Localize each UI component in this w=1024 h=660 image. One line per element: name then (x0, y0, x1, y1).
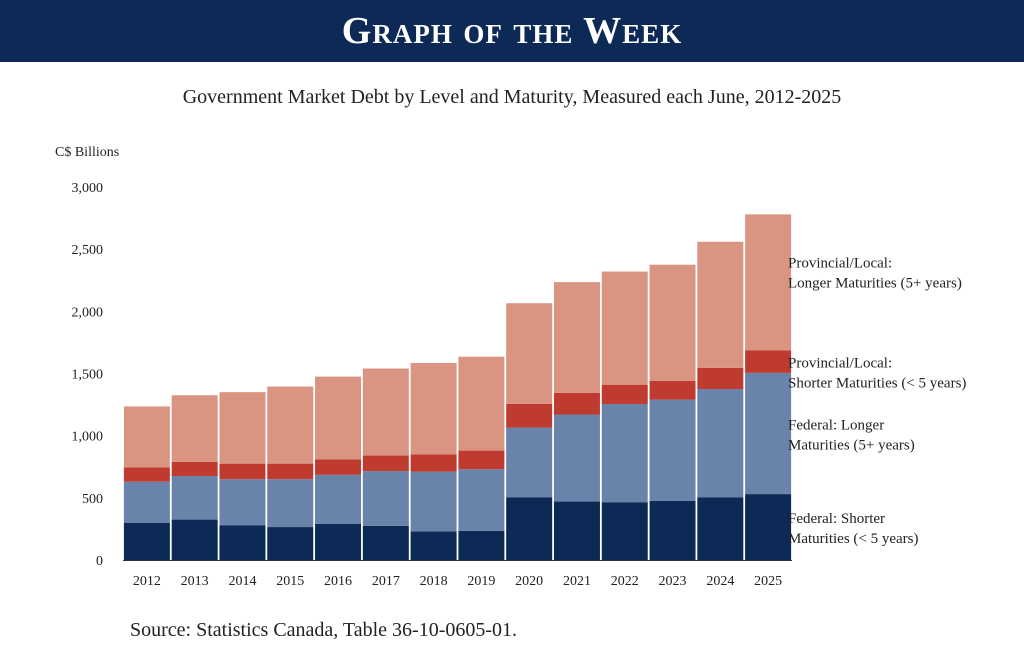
bar-segment (745, 494, 792, 560)
y-tick-label: 3,000 (72, 181, 104, 196)
bar-segment (601, 271, 648, 385)
x-tick-label: 2021 (563, 574, 591, 589)
bar-segment (458, 356, 505, 451)
y-tick-label: 2,500 (72, 243, 104, 258)
axis-layer: C$ Billions 0 500 1,000 1,500 2,000 2,500 3,000… (55, 145, 792, 589)
bar-segment (362, 525, 409, 560)
bar-segment (362, 471, 409, 526)
bar-segment (315, 523, 362, 560)
bar-segment (219, 525, 266, 560)
x-tick-label: 2024 (706, 574, 734, 589)
legend-label-line: Federal: Shorter (788, 511, 885, 527)
chart-title: Government Market Debt by Level and Matu… (182, 86, 842, 108)
bar-segment (315, 376, 362, 460)
bar-segment (171, 461, 218, 477)
bars-layer (123, 214, 792, 560)
bar-segment (601, 384, 648, 404)
bar-segment (123, 406, 170, 468)
bar-segment (506, 303, 553, 404)
x-tick-label: 2020 (515, 574, 543, 589)
bar-segment (267, 527, 314, 560)
x-tick-label: 2025 (754, 574, 782, 589)
bar-segment (506, 403, 553, 428)
bar-segment (362, 455, 409, 472)
legend-label-line: Federal: Longer (788, 417, 884, 433)
legend-label-line: Shorter Maturities (< 5 years) (788, 376, 966, 392)
bar-segment (219, 392, 266, 464)
x-tick-label: 2015 (276, 574, 304, 589)
bar-segment (267, 463, 314, 480)
bar-segment (697, 367, 744, 390)
legend-label-line: Longer Maturities (5+ years) (788, 276, 962, 292)
bar-segment (267, 479, 314, 528)
bar-segment (171, 395, 218, 462)
bar-segment (219, 479, 266, 526)
bar-segment (410, 362, 457, 455)
bar-segment (649, 380, 696, 400)
bar-segment (410, 531, 457, 560)
legend-entry: Federal: Shorter Maturities (< 5 years) (788, 511, 919, 547)
banner-title: Graph of the Week (341, 10, 683, 52)
bar-segment (171, 476, 218, 520)
x-tick-label: 2023 (659, 574, 687, 589)
legend-label-line: Maturities (< 5 years) (788, 531, 919, 547)
bar-segment (649, 264, 696, 381)
bar-segment (601, 403, 648, 503)
bar-segment (123, 467, 170, 482)
y-tick-label: 0 (96, 554, 103, 569)
bar-segment (410, 454, 457, 472)
bar-segment (697, 497, 744, 560)
y-axis-label: C$ Billions (55, 145, 119, 160)
x-tick-label: 2016 (324, 574, 352, 589)
legend-label-line: Maturities (5+ years) (788, 437, 915, 453)
bar-segment (267, 386, 314, 464)
bar-segment (315, 474, 362, 524)
bar-segment (697, 241, 744, 368)
y-tick-label: 1,000 (72, 430, 104, 445)
legend-entry: Federal: Longer Maturities (5+ years) (788, 417, 915, 453)
bar-segment (171, 519, 218, 560)
y-tick-label: 2,000 (72, 305, 104, 320)
bar-segment (410, 471, 457, 532)
legend-label-line: Provincial/Local: (788, 256, 892, 272)
y-tick-label: 500 (82, 492, 103, 507)
bar-segment (123, 481, 170, 523)
x-tick-label: 2017 (372, 574, 400, 589)
bar-segment (123, 522, 170, 560)
bar-segment (745, 350, 792, 373)
bar-segment (649, 399, 696, 501)
x-tick-label: 2012 (133, 574, 161, 589)
bar-segment (553, 392, 600, 415)
legend-entry: Provincial/Local: Shorter Maturities (< 5… (788, 356, 966, 392)
bar-segment (506, 427, 553, 498)
bar-segment (553, 282, 600, 393)
x-tick-label: 2022 (611, 574, 639, 589)
bar-segment (458, 469, 505, 531)
legend-entry: Provincial/Local: Longer Maturities (5+ y… (788, 256, 962, 292)
bar-segment (219, 463, 266, 480)
bar-segment (553, 414, 600, 502)
x-tick-label: 2019 (467, 574, 495, 589)
x-tick-label: 2013 (181, 574, 209, 589)
stacked-bar-chart: C$ Billions 0 500 1,000 1,500 2,000 2,500 3,000… (55, 145, 966, 589)
source-note: Source: Statistics Canada, Table 36-10-0… (130, 619, 518, 641)
x-tick-label: 2014 (228, 574, 256, 589)
bar-segment (362, 368, 409, 456)
x-tick-label: 2018 (420, 574, 448, 589)
bar-segment (697, 389, 744, 498)
bar-segment (458, 530, 505, 560)
bar-segment (649, 500, 696, 560)
bar-segment (601, 502, 648, 560)
bar-segment (315, 459, 362, 475)
legend-label-line: Provincial/Local: (788, 356, 892, 372)
bar-segment (553, 501, 600, 560)
y-tick-label: 1,500 (72, 368, 104, 383)
bar-segment (458, 450, 505, 470)
bar-segment (506, 497, 553, 560)
banner: Graph of the Week (0, 0, 1024, 62)
bar-segment (745, 372, 792, 495)
bar-segment (745, 214, 792, 351)
